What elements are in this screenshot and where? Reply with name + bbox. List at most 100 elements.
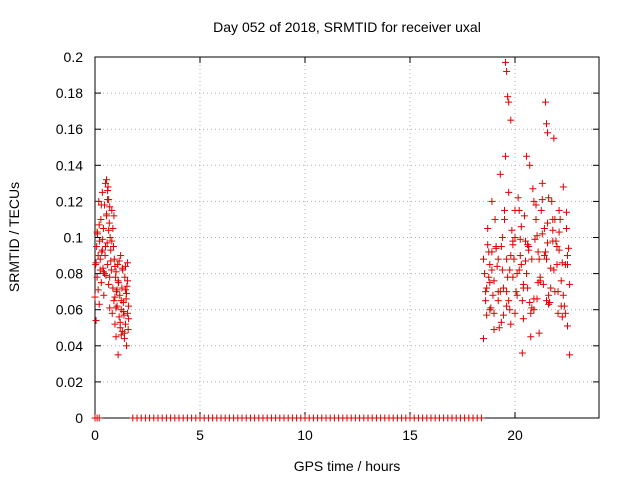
data-point (543, 255, 550, 263)
data-point (551, 215, 559, 223)
data-point (562, 208, 570, 216)
data-point (115, 257, 123, 265)
data-point (533, 232, 541, 240)
data-point (105, 226, 113, 234)
data-point (549, 237, 557, 245)
data-point (117, 252, 125, 260)
data-point (106, 304, 114, 312)
data-point (113, 286, 121, 294)
data-point (115, 313, 123, 321)
data-point (97, 201, 105, 209)
y-tick-label: 0.14 (56, 157, 83, 173)
data-point (523, 152, 531, 160)
x-tick-label: 15 (402, 427, 418, 443)
data-point (526, 298, 534, 306)
data-point (116, 318, 124, 326)
data-point (96, 266, 104, 274)
data-point (102, 243, 109, 251)
data-point (107, 266, 115, 274)
data-point (108, 237, 116, 245)
data-point (100, 291, 108, 299)
data-point (123, 282, 131, 290)
data-point (534, 279, 542, 287)
data-point (95, 221, 103, 229)
data-point (544, 239, 552, 247)
data-point (110, 297, 118, 305)
data-point (507, 116, 515, 124)
data-point (108, 206, 116, 214)
data-point (545, 194, 553, 202)
data-point (92, 317, 100, 325)
data-point (109, 243, 117, 251)
data-point (540, 252, 548, 260)
data-point (92, 259, 100, 267)
data-point (564, 252, 571, 260)
data-point (565, 244, 573, 252)
data-point (540, 224, 548, 232)
data-point (487, 304, 495, 312)
data-point (104, 261, 112, 269)
data-point (97, 215, 105, 223)
data-point (557, 277, 565, 285)
data-point (499, 311, 507, 319)
data-point (486, 306, 494, 314)
data-point (480, 255, 487, 263)
data-point (117, 331, 125, 339)
data-point (511, 234, 519, 241)
data-point (559, 183, 567, 191)
data-point (550, 266, 558, 274)
y-tick-label: 0.12 (56, 193, 83, 209)
data-point (113, 302, 121, 310)
data-point (114, 277, 122, 285)
data-point (531, 235, 539, 243)
data-point (497, 243, 505, 251)
data-point (488, 266, 496, 274)
data-point (493, 262, 501, 270)
data-point (112, 268, 120, 276)
data-point (534, 248, 542, 256)
data-point (548, 197, 556, 205)
data-point (535, 329, 543, 337)
data-point (477, 414, 485, 422)
data-point (498, 234, 506, 241)
data-point (482, 297, 490, 305)
data-point (120, 311, 128, 319)
data-point (95, 197, 103, 205)
data-point (526, 161, 534, 169)
data-point (121, 273, 129, 281)
data-point (518, 297, 526, 305)
data-point (532, 201, 540, 209)
data-point (532, 215, 540, 223)
data-point (539, 280, 547, 288)
data-point (555, 228, 563, 236)
y-tick-label: 0.18 (56, 85, 83, 101)
data-point (490, 309, 498, 317)
data-point (96, 255, 104, 263)
data-point (561, 309, 569, 317)
data-point (106, 203, 114, 211)
data-point (121, 262, 129, 270)
data-point (98, 235, 106, 243)
data-point (111, 320, 119, 328)
data-point (558, 259, 566, 267)
data-point (101, 252, 109, 260)
data-point (486, 261, 494, 269)
x-tick-label: 0 (91, 427, 99, 443)
data-point (123, 289, 130, 297)
data-point (511, 206, 519, 214)
y-tick-label: 0.1 (64, 230, 84, 246)
data-point (95, 300, 103, 308)
data-point (508, 226, 516, 234)
data-point (564, 322, 571, 330)
data-point (517, 223, 525, 231)
data-point (555, 246, 563, 254)
data-point (106, 234, 114, 241)
data-point (499, 284, 507, 292)
data-point (488, 248, 496, 256)
data-point (566, 280, 574, 288)
data-point (124, 277, 132, 285)
data-point (124, 309, 132, 317)
data-point (102, 271, 110, 279)
data-point (103, 176, 111, 184)
data-point (483, 284, 491, 292)
